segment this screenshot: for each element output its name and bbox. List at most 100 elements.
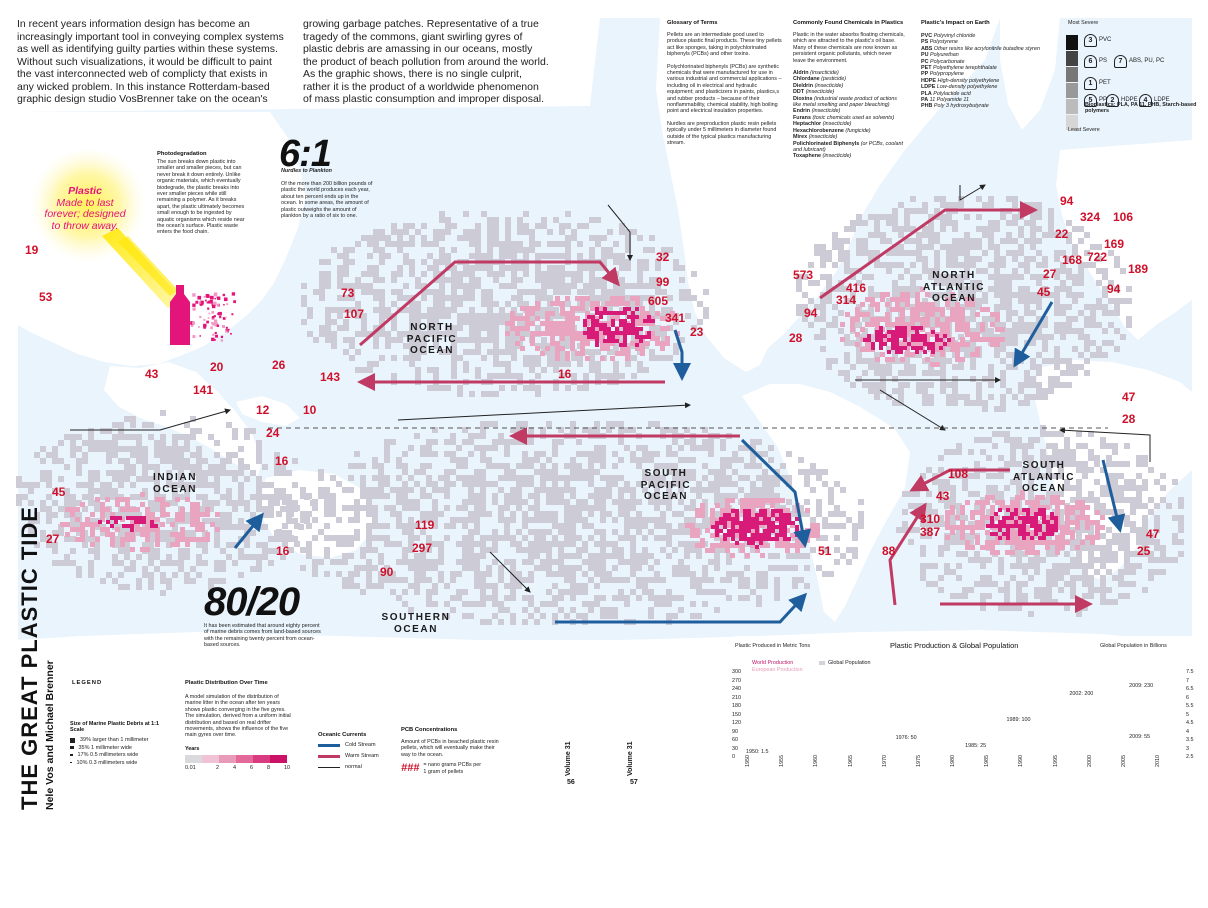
severity-swatch bbox=[1066, 35, 1078, 50]
debris-indian-core bbox=[98, 516, 158, 532]
chemical-item: Polichlorinated Biphenyls (or PCBs, cool… bbox=[793, 140, 903, 153]
pcb-value: 310 bbox=[920, 512, 941, 526]
pcb-value: 341 bbox=[665, 311, 686, 325]
title-block: THE GREAT PLASTIC TIDE Nele Vos and Mich… bbox=[17, 506, 57, 810]
current-brazil bbox=[888, 502, 927, 606]
landmass-north-america bbox=[656, 18, 1000, 372]
legend-dist-title: Plastic Distribution Over Time bbox=[185, 680, 268, 686]
pcb-value: 141 bbox=[193, 383, 214, 397]
chart-y-right-tick: 4 bbox=[1186, 728, 1189, 735]
chart-y-right-tick: 6 bbox=[1186, 694, 1189, 701]
current-canary bbox=[1013, 301, 1054, 368]
pcb-value: 47 bbox=[1146, 527, 1160, 541]
pcb-value: 27 bbox=[46, 532, 60, 546]
chart-x-tick: 1985 bbox=[984, 755, 991, 767]
chart-y-left-tick: 300 bbox=[732, 669, 741, 675]
chemical-item: Aldrin (insecticide) bbox=[793, 70, 839, 77]
chart-y-left-tick: 240 bbox=[732, 686, 741, 692]
chart-x-tick: 1955 bbox=[779, 755, 786, 767]
chart-y-right-tick: 4.5 bbox=[1186, 720, 1194, 726]
chart-x-tick: 1965 bbox=[847, 755, 854, 767]
impact-item: PET Polyethylene terephthalate bbox=[921, 65, 997, 72]
pcb-value: 16 bbox=[558, 367, 572, 381]
pcb-value: 189 bbox=[1128, 262, 1149, 276]
chemical-item: Dieldrin (insecticide) bbox=[793, 82, 844, 89]
chemicals-list: Aldrin (insecticide) Chlordane (pesticide… bbox=[793, 70, 905, 160]
pcb-value: 24 bbox=[266, 426, 280, 440]
chemical-item: DDT (insecticide) bbox=[793, 89, 835, 96]
volume-left: Volume 31 bbox=[565, 741, 572, 777]
pcb-value: 12 bbox=[256, 403, 270, 417]
plastic-tag-title: Plastic bbox=[68, 185, 102, 197]
current-gulf-stream bbox=[819, 201, 1038, 300]
impact-severity-scale bbox=[1066, 35, 1078, 131]
impact-item: PVC Polyvinyl chloride bbox=[921, 33, 976, 39]
label-indian: INDIAN OCEAN bbox=[152, 472, 198, 495]
years-tick: 8 bbox=[267, 764, 271, 771]
impact-item: HDPE High-density polyethylene bbox=[921, 77, 1000, 84]
pcb-value: 605 bbox=[648, 294, 669, 308]
landmass-asia-south bbox=[104, 362, 262, 476]
years-tick: 6 bbox=[250, 764, 254, 771]
severity-swatch bbox=[1066, 83, 1078, 98]
chart-legend-population-swatch bbox=[819, 661, 825, 665]
glossary-pellets: Pellets are an intermediate good used to… bbox=[667, 32, 782, 58]
pcb-value: 119 bbox=[415, 518, 435, 532]
chart-y-right-tick: 3.5 bbox=[1186, 737, 1194, 743]
pcb-value: 387 bbox=[920, 525, 941, 539]
severity-swatch bbox=[1066, 67, 1078, 82]
pcb-value: 143 bbox=[320, 370, 341, 384]
chart-y-right-tick: 5.5 bbox=[1186, 703, 1194, 709]
chart-right-axis-label: Global Population in Billions bbox=[1100, 643, 1167, 649]
pcb-value: 45 bbox=[52, 485, 66, 499]
authors: Nele Vos and Michael Brenner bbox=[44, 660, 56, 810]
label-south-atlantic: SOUTH ATLANTIC OCEAN bbox=[1012, 460, 1076, 494]
legend-pcb-body: Amount of PCBs in beached plastic resin … bbox=[401, 739, 499, 758]
chart-legend-world: World Production bbox=[752, 660, 794, 666]
legend-distribution: Plastic Distribution Over Time A model s… bbox=[185, 680, 295, 771]
years-tick: 4 bbox=[233, 764, 237, 771]
severity-swatch bbox=[1066, 99, 1078, 114]
chart-x-tick: 1995 bbox=[1052, 755, 1059, 767]
legend-currents-title: Oceanic Currents bbox=[318, 732, 367, 738]
glossary: Glossary of Terms Pellets are an interme… bbox=[667, 20, 783, 147]
pcb-value: 573 bbox=[793, 268, 814, 282]
current-benguela bbox=[1101, 459, 1126, 533]
recycle-codes: 3 PVC 6 PS 7 ABS, PU, PC 1 PET 5 PP 2 HDPE 4 LDPE bbox=[1084, 34, 1204, 114]
current-atlantic-equatorial bbox=[879, 389, 946, 431]
pcb-value: 28 bbox=[789, 331, 803, 345]
chemical-item: Mirex (insecticide) bbox=[793, 134, 838, 141]
chart-y-right-tick: 7.5 bbox=[1186, 669, 1194, 675]
years-swatch bbox=[253, 754, 270, 763]
eighty-twenty-body: It has been estimated that around eighty… bbox=[204, 623, 321, 649]
landmass-greenland bbox=[1000, 18, 1060, 130]
recycle-code-icon: 4 LDPE bbox=[1139, 94, 1170, 107]
chart-legend-population: Global Population bbox=[828, 660, 871, 666]
ratio-subtitle: Nurdles to Plankton bbox=[281, 168, 332, 174]
glossary-title: Glossary of Terms bbox=[667, 20, 718, 26]
plastic-tag: Plastic Made to last forever; designed t… bbox=[40, 185, 130, 232]
years-swatch bbox=[202, 754, 219, 763]
debris-south-pacific bbox=[276, 421, 864, 625]
legend-size-title: Size of Marine Plastic Debris at 1:1 Sca… bbox=[70, 721, 159, 733]
legend-pcb: PCB Concentrations Amount of PCBs in bea… bbox=[401, 727, 501, 775]
pcb-value: 416 bbox=[846, 281, 867, 295]
photodegradation-box: Photodegradation The sun breaks down pla… bbox=[157, 151, 249, 236]
pcb-value: 51 bbox=[818, 544, 832, 558]
chemicals-intro: Plastic in the water absorbs floating ch… bbox=[793, 32, 905, 64]
chart-annotation: 2009: 55 bbox=[1129, 734, 1151, 741]
legend-years-label: Years bbox=[185, 745, 200, 752]
chart-x-tick: 1975 bbox=[915, 755, 922, 767]
pcb-value: 10 bbox=[303, 403, 317, 417]
severity-swatch bbox=[1066, 51, 1078, 66]
chart-x-tick: 2000 bbox=[1086, 755, 1093, 767]
bottle-icon bbox=[170, 285, 237, 345]
chart-y-left-tick: 120 bbox=[732, 720, 741, 726]
pcb-value: 73 bbox=[341, 286, 355, 300]
impact-item: PS Polystyrene bbox=[921, 39, 958, 46]
chart-x-tick: 1970 bbox=[881, 755, 888, 767]
pcb-value: 168 bbox=[1062, 253, 1083, 267]
pcb-value: 94 bbox=[1060, 194, 1074, 208]
chart-annotation: 1989: 100 bbox=[1006, 716, 1031, 723]
